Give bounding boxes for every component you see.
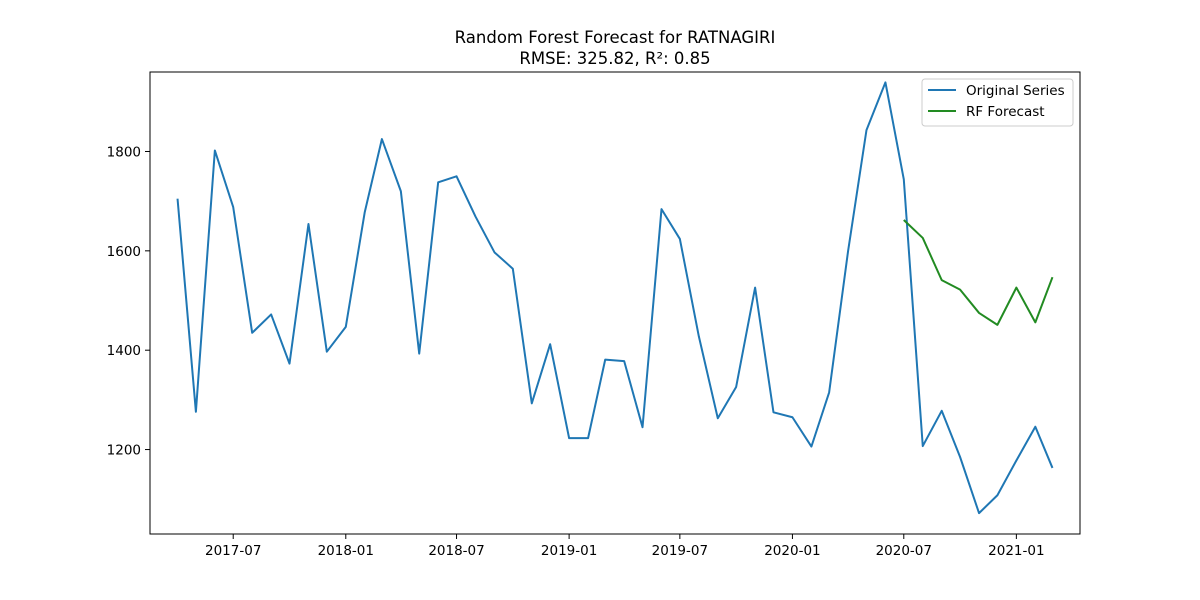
y-tick-label: 1800 — [107, 144, 141, 160]
ticks-layer: 2017-07 2018-01 2018-07 2019-01 2019-07 2020-… — [107, 144, 1045, 559]
x-tick-label: 2017-07 — [205, 543, 261, 559]
x-tick-label: 2021-01 — [988, 543, 1044, 559]
legend-box — [921, 78, 1074, 127]
x-tick-label: 2019-07 — [652, 543, 708, 559]
legend-label-rf-forecast: RF Forecast — [966, 104, 1045, 120]
series-layer — [176, 81, 1054, 515]
series-line-original-series — [176, 81, 1054, 515]
legend: Original Series RF Forecast — [921, 78, 1074, 127]
x-tick-label: 2018-07 — [428, 543, 484, 559]
chart-subtitle: RMSE: 325.82, R²: 0.85 — [519, 49, 710, 68]
series-line-rf-forecast — [903, 219, 1054, 326]
y-tick-label: 1600 — [107, 244, 141, 260]
y-tick-label: 1400 — [107, 343, 141, 359]
plot-frame — [149, 71, 1081, 535]
x-tick-label: 2020-07 — [876, 543, 932, 559]
y-tick-label: 1200 — [107, 443, 141, 459]
legend-label-original-series: Original Series — [966, 83, 1065, 99]
x-tick-label: 2019-01 — [541, 543, 597, 559]
x-tick-label: 2020-01 — [764, 543, 820, 559]
x-tick-label: 2018-01 — [318, 543, 374, 559]
chart-title: Random Forest Forecast for RATNAGIRI — [455, 28, 776, 47]
